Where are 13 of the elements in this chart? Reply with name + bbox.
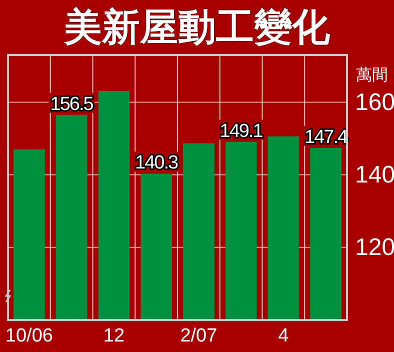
y-tick-label: 140 xyxy=(355,161,394,188)
data-label: 140.3 xyxy=(135,152,178,174)
x-tick-label: 2/07 xyxy=(180,325,218,346)
y-tick-label: 160 xyxy=(355,88,394,116)
x-tick-label: 10/06 xyxy=(5,325,53,346)
y-tick-label: 120 xyxy=(355,234,394,262)
data-label: 156.5 xyxy=(50,94,94,115)
data-label: 149.1 xyxy=(220,120,263,142)
y-axis-title: 萬間 xyxy=(356,65,388,84)
chart-title: 美新屋動工變化 xyxy=(63,5,331,49)
data-label: 147.4 xyxy=(304,126,349,148)
x-tick-label: 4 xyxy=(278,325,290,346)
x-tick-label: 12 xyxy=(103,325,125,346)
